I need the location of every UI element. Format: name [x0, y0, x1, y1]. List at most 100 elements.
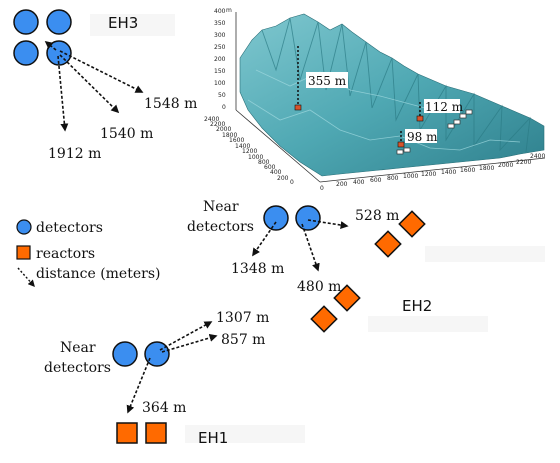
distance-arrow — [44, 41, 57, 51]
detector-icon — [46, 9, 72, 35]
near-detectors-label: Near — [60, 340, 96, 356]
annotation-box — [306, 72, 348, 88]
y-tick: 600 — [264, 164, 276, 171]
terrain-ridges — [261, 17, 531, 153]
detector-legend-icon — [16, 219, 32, 235]
distance-label: 1540 m — [100, 126, 153, 142]
reactor-icon — [310, 305, 338, 333]
distance-arrow — [57, 55, 69, 132]
distance-arrow — [301, 223, 320, 272]
distance-label: 480 m — [297, 279, 341, 295]
z-tick: 400 — [214, 8, 226, 15]
reactor-legend-icon — [16, 245, 31, 260]
near-detectors-label: detectors — [187, 219, 254, 235]
distance-arrow — [252, 221, 277, 257]
detector-icon — [263, 205, 289, 231]
y-tick: 2000 — [216, 126, 231, 133]
distance-arrow — [59, 54, 120, 114]
terrain-plot: m 400 350 300 250 200 150 100 50 0 2400 … — [204, 7, 545, 192]
detector-icon — [13, 40, 39, 66]
annotation-box — [424, 99, 460, 113]
z-tick: 150 — [214, 68, 226, 75]
z-tick: 250 — [214, 44, 226, 51]
x-tick: 1200 — [421, 171, 436, 178]
eh3-group: EH3 1548 m 1540 m 1912 m — [13, 9, 197, 162]
eh2-group: Near detectors 528 m 1348 m 480 m EH2 — [187, 199, 432, 333]
y-tick: 200 — [277, 175, 289, 182]
distance-label: 528 m — [355, 208, 399, 224]
legend: detectors reactors distance (meters) — [16, 219, 160, 288]
overburden-label: 355 m — [308, 74, 347, 88]
z-tick: 0 — [222, 104, 226, 111]
y-tick: 1800 — [222, 132, 237, 139]
x-tick: 2200 — [516, 159, 531, 166]
hall-marker-icon — [416, 115, 424, 122]
legend-detectors: detectors — [36, 220, 103, 236]
near-detectors-label: Near — [203, 199, 239, 215]
y-tick: 2200 — [210, 121, 225, 128]
y-tick: 800 — [258, 159, 270, 166]
overburden-label: 112 m — [425, 100, 464, 114]
y-tick: 1200 — [242, 148, 257, 155]
distance-arrow — [307, 219, 349, 229]
x-tick: 1400 — [441, 169, 456, 176]
hall-marker-icon — [294, 104, 302, 111]
terrain-surface — [239, 13, 545, 177]
legend-distance: distance (meters) — [36, 266, 160, 282]
detector-icon — [112, 341, 138, 367]
x-tick: 2000 — [498, 162, 513, 169]
z-tick: 300 — [214, 32, 226, 39]
y-tick: 1600 — [229, 137, 244, 144]
reactor-icon — [145, 422, 167, 444]
distance-arrow — [159, 321, 213, 351]
z-tick: 100 — [214, 80, 226, 87]
faint-box — [90, 14, 175, 36]
z-tick: 200 — [214, 56, 226, 63]
distance-arrow — [161, 333, 218, 353]
x-tick: 1000 — [403, 173, 418, 180]
reactor-icon — [374, 230, 402, 258]
distance-legend-icon — [17, 267, 35, 288]
distance-label: 1912 m — [48, 146, 101, 162]
hall-label-eh2: EH2 — [402, 297, 432, 315]
terrain-highlights — [247, 69, 521, 151]
y-tick: 1000 — [248, 154, 263, 161]
faint-box — [425, 246, 545, 262]
overburden-label: 98 m — [407, 130, 438, 144]
eh1-group: Near detectors 1307 m 857 m 364 m EH1 — [44, 310, 269, 447]
z-axis-unit: m — [226, 7, 232, 14]
z-tick: 50 — [218, 92, 226, 99]
legend-reactors: reactors — [36, 246, 95, 262]
reactor-buildings — [396, 109, 473, 155]
distance-label: 1307 m — [216, 310, 269, 326]
x-tick: 800 — [387, 175, 399, 182]
x-tick: 400 — [353, 179, 365, 186]
detector-icon — [295, 205, 321, 231]
hall-label-eh3: EH3 — [108, 14, 138, 32]
distance-label: 857 m — [221, 332, 265, 348]
detector-icon — [13, 9, 39, 35]
x-tick: 2400 — [530, 153, 545, 160]
reactor-icon — [333, 284, 361, 312]
distance-label: 364 m — [142, 400, 186, 416]
y-tick: 0 — [290, 179, 294, 186]
annotation-box — [405, 129, 437, 143]
x-tick: 200 — [336, 181, 348, 188]
y-tick: 1400 — [235, 143, 250, 150]
y-tick: 2400 — [204, 116, 219, 123]
detector-icon — [144, 341, 170, 367]
distance-label: 1548 m — [144, 96, 197, 112]
x-tick: 600 — [370, 177, 382, 184]
z-tick: 350 — [214, 20, 226, 27]
y-tick: 400 — [270, 169, 282, 176]
x-tick: 1800 — [479, 165, 494, 172]
y-axis — [235, 109, 321, 183]
reactor-icon — [116, 422, 138, 444]
faint-box — [368, 316, 488, 332]
x-tick: 0 — [320, 185, 324, 192]
distance-label: 1348 m — [231, 261, 284, 277]
near-detectors-label: detectors — [44, 360, 111, 376]
distance-arrow — [59, 50, 144, 93]
